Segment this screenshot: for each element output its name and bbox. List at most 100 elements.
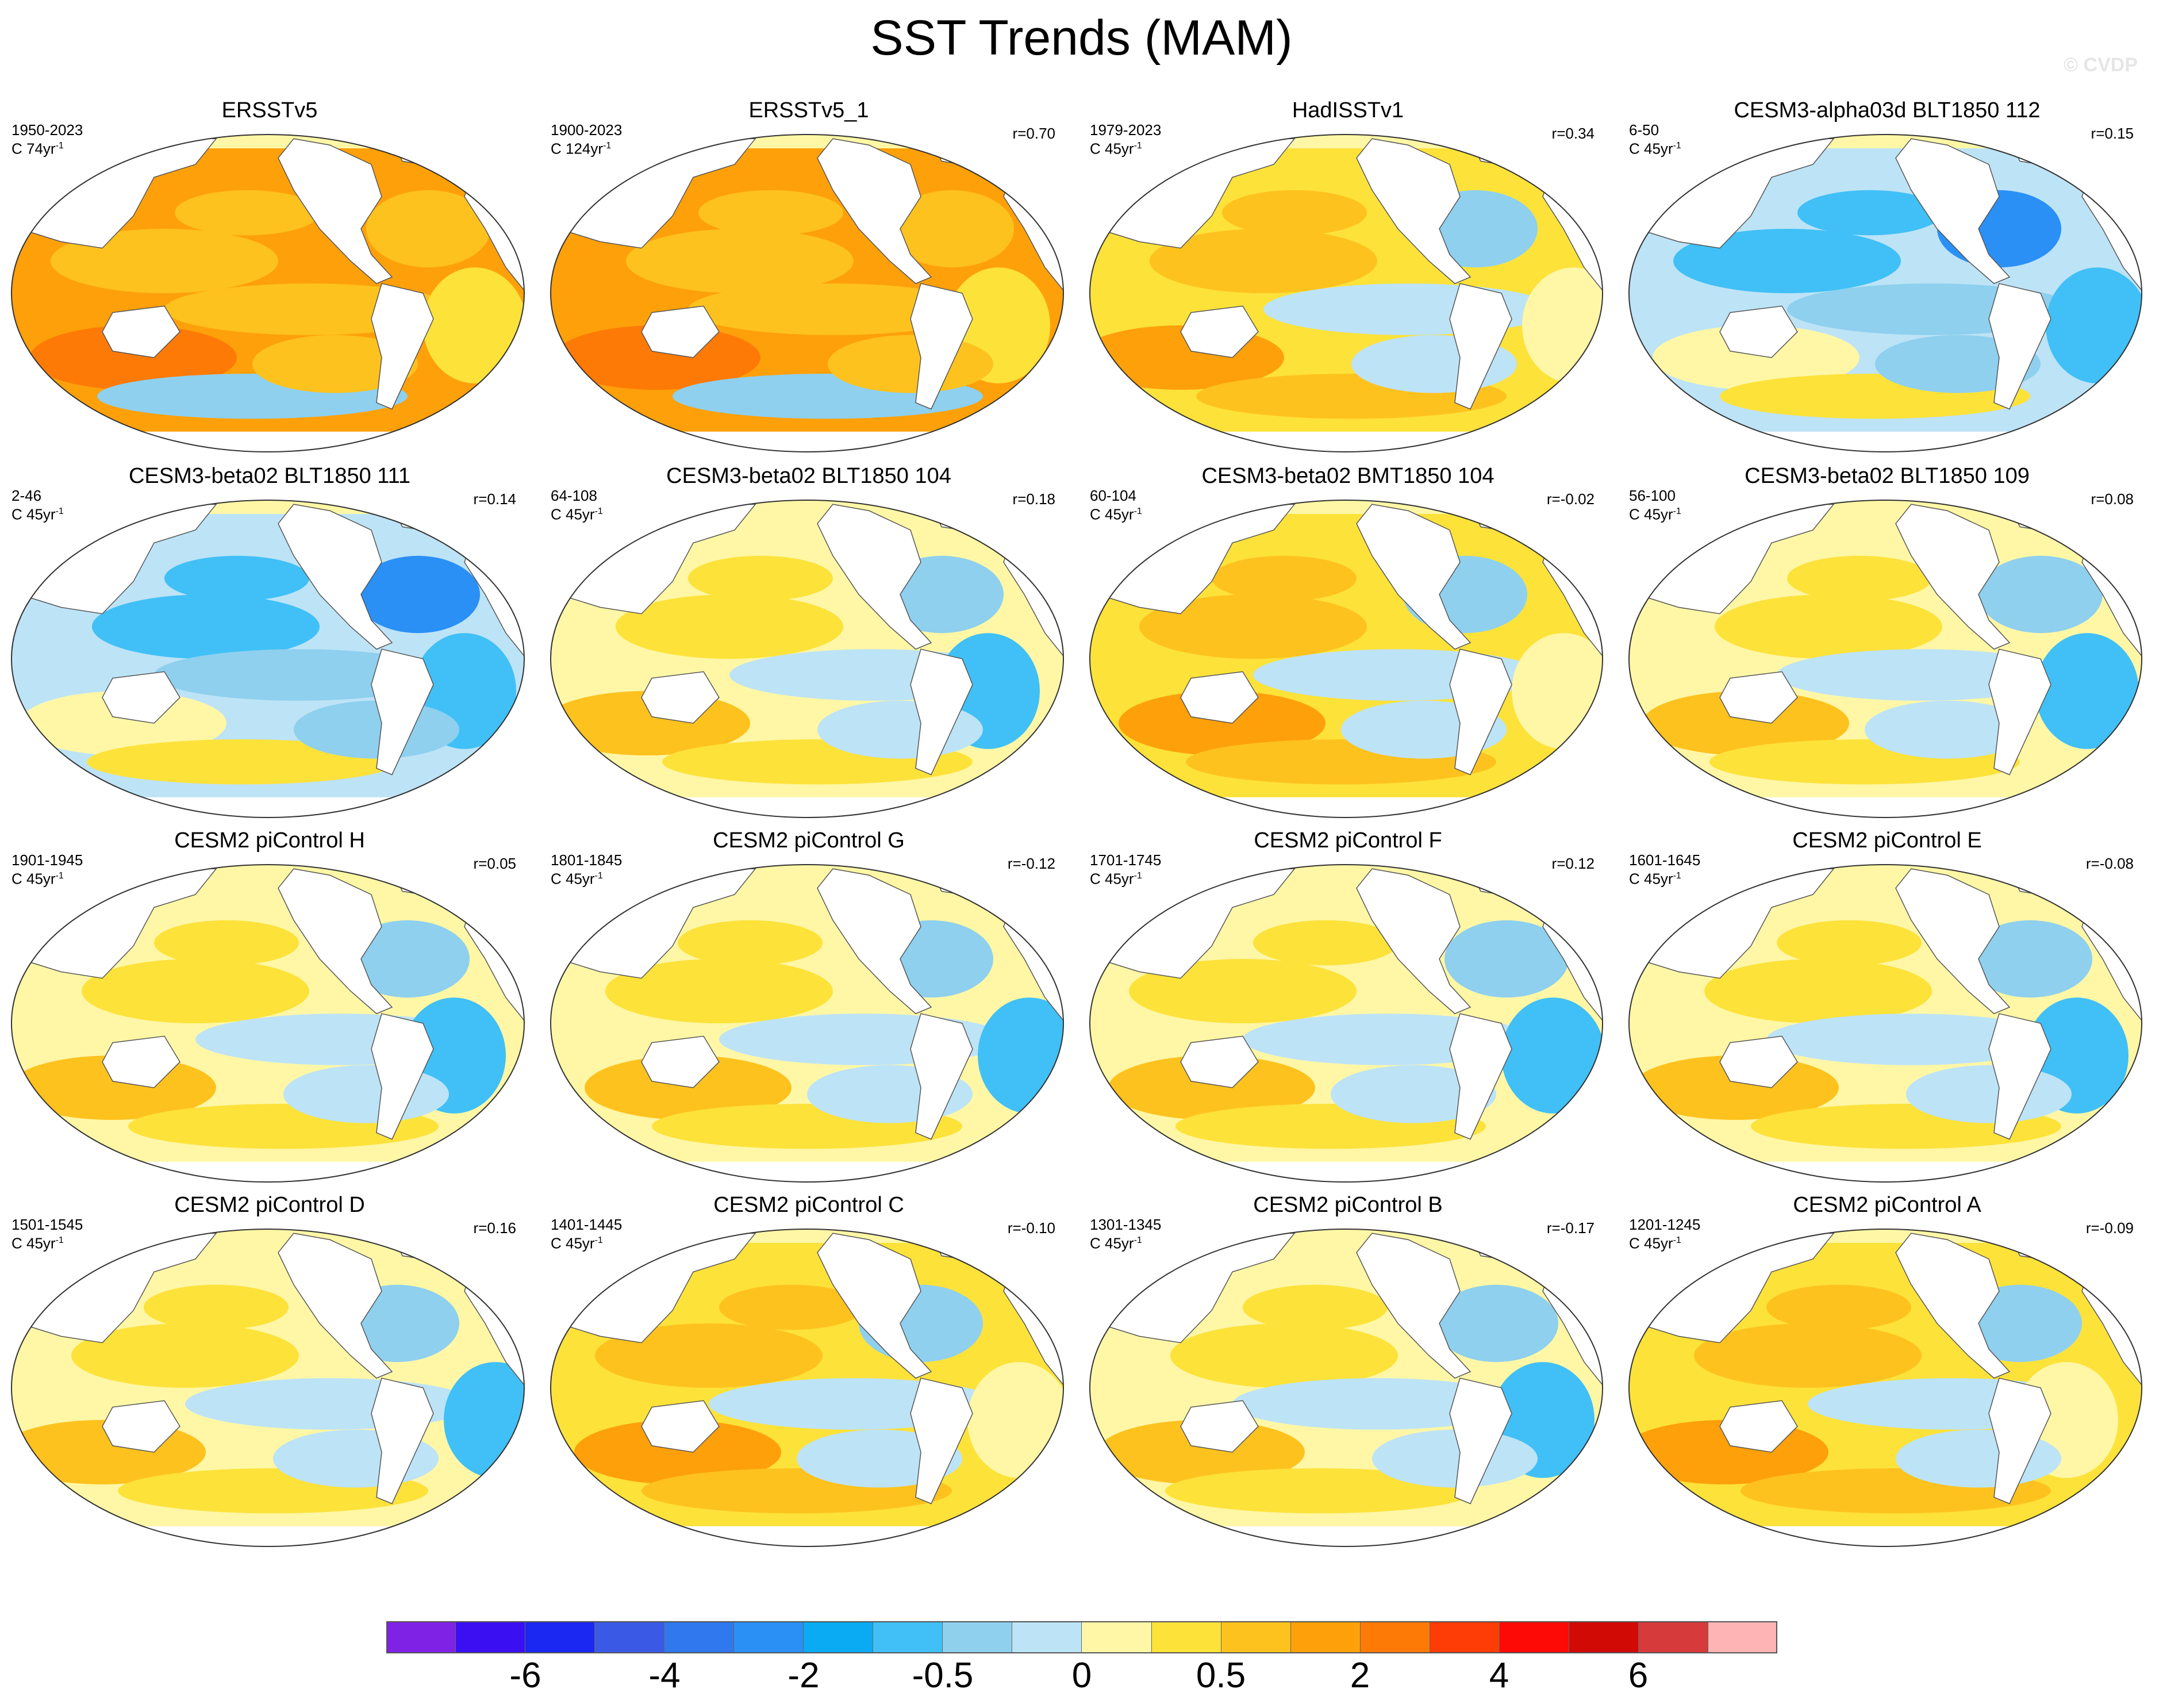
colorbar-swatch: [804, 1621, 874, 1653]
land-mass: [910, 1377, 973, 1504]
panel-period: 1900-2023: [551, 121, 623, 139]
sst-trend-map: [550, 864, 1064, 1183]
panel-period: 1401-1445: [551, 1216, 623, 1233]
panel-units: C 74yr-1: [11, 138, 64, 157]
units-text: C 45yr: [1629, 1234, 1673, 1252]
land-mass: [1180, 305, 1259, 358]
units-exponent: -1: [55, 871, 64, 881]
map-panel: CESM2 piControl A 1201-1245 C 45yr-1 r=-…: [1618, 1192, 2157, 1560]
antarctica: [1090, 1526, 1603, 1546]
land-mass: [817, 504, 932, 650]
land-mass: [1449, 648, 1512, 776]
panel-correlation: r=-0.08: [2085, 855, 2134, 872]
trend-anomaly-region: [356, 555, 480, 634]
map-border: [1089, 500, 1603, 818]
trend-anomaly-region: [1694, 1323, 1922, 1388]
panel-period: 64-108: [551, 487, 597, 504]
land-mass: [102, 1035, 180, 1088]
units-exponent: -1: [55, 1235, 64, 1245]
trend-anomaly-region: [1232, 1378, 1522, 1430]
land-mass: [1356, 138, 1472, 285]
land-mass: [278, 138, 393, 285]
colorbar-tick-label: 0.5: [1196, 1656, 1246, 1695]
sst-trend-map: [11, 134, 525, 452]
panel-period: 1801-1845: [551, 851, 623, 869]
trend-anomaly-region: [1253, 920, 1398, 966]
units-exponent: -1: [55, 506, 64, 516]
land-mass: [1895, 868, 2011, 1015]
land-mass: [1449, 283, 1512, 410]
panel-title: HadISSTv1: [1292, 98, 1404, 122]
land-mass: [1988, 1377, 2051, 1504]
panel-period: 1201-1245: [1629, 1216, 1701, 1233]
land-mass: [641, 1400, 720, 1453]
land-mass: [1180, 1035, 1259, 1088]
land-mass: [817, 1233, 932, 1379]
panel-title: CESM3-beta02 BLT1850 111: [128, 464, 411, 488]
panel-units: C 45yr-1: [551, 1233, 603, 1252]
land-mass: [371, 283, 434, 410]
units-exponent: -1: [1134, 506, 1142, 516]
units-exponent: -1: [55, 141, 64, 151]
units-exponent: -1: [1134, 871, 1142, 881]
trend-anomaly-region: [1331, 1065, 1496, 1123]
land-mass: [1719, 305, 1798, 358]
land-mass: [371, 1377, 434, 1504]
colorbar-swatch: [1012, 1621, 1082, 1653]
map-border: [550, 864, 1064, 1183]
panel-period: 1979-2023: [1090, 121, 1162, 139]
trend-anomaly-region: [164, 555, 309, 601]
units-text: C 45yr: [1629, 505, 1673, 523]
map-container: [548, 498, 1066, 820]
panel-period: 56-100: [1629, 487, 1676, 504]
trend-anomaly-region: [51, 229, 278, 293]
panel-correlation: r=0.18: [1012, 490, 1055, 508]
antarctica: [551, 431, 1063, 452]
colorbar-tick-label: 0: [1071, 1656, 1092, 1695]
map-container: [1627, 132, 2144, 454]
trend-anomaly-region: [1704, 959, 1932, 1023]
land-mass: [1449, 1013, 1512, 1140]
units-exponent: -1: [1673, 871, 1681, 881]
map-panel: HadISSTv1 1979-2023 C 45yr-1 r=0.34: [1078, 98, 1618, 466]
trend-anomaly-region: [595, 1323, 823, 1388]
trend-anomaly-region: [1787, 555, 1932, 601]
trend-anomaly-region: [1777, 920, 1922, 966]
panel-correlation: r=0.12: [1551, 855, 1595, 872]
units-exponent: -1: [594, 506, 603, 516]
trend-anomaly-region: [616, 594, 843, 659]
sst-trend-map: [11, 1229, 525, 1547]
trend-anomaly-region: [366, 190, 490, 268]
trend-anomaly-region: [688, 555, 833, 601]
trend-anomaly-region: [828, 335, 993, 393]
trend-anomaly-region: [1865, 700, 2030, 759]
colorbar-swatch: [1430, 1621, 1500, 1653]
antarctica: [551, 1161, 1063, 1182]
land-mass: [102, 305, 180, 358]
map-border: [1089, 1229, 1603, 1547]
colorbar-tick-label: 6: [1628, 1656, 1649, 1695]
trend-anomaly-region: [185, 1378, 475, 1430]
antarctica: [1629, 1526, 2142, 1546]
trend-anomaly-region: [1222, 190, 1367, 236]
land-mass: [278, 868, 393, 1015]
antarctica: [11, 431, 524, 452]
land-mass: [1895, 138, 2011, 285]
sst-trend-map: [1628, 134, 2142, 452]
land-mass: [102, 1400, 180, 1453]
land-mass: [371, 648, 434, 776]
land-mass: [1719, 1035, 1798, 1088]
trend-anomaly-region: [144, 1284, 289, 1330]
colorbar-swatch: [1221, 1621, 1291, 1653]
sst-trend-map: [1089, 864, 1603, 1183]
map-panel: CESM3-beta02 BMT1850 104 60-104 C 45yr-1…: [1078, 463, 1618, 831]
land-mass: [102, 671, 180, 724]
land-mass: [1988, 648, 2051, 776]
trend-anomaly-region: [82, 959, 309, 1023]
copyright-watermark: © CVDP: [2064, 54, 2138, 76]
panel-units: C 45yr-1: [11, 868, 64, 887]
panel-correlation: r=0.34: [1551, 125, 1595, 142]
panel-correlation: r=-0.12: [1007, 855, 1055, 872]
panel-units: C 45yr-1: [1090, 868, 1142, 887]
panel-period: 2-46: [11, 487, 42, 504]
